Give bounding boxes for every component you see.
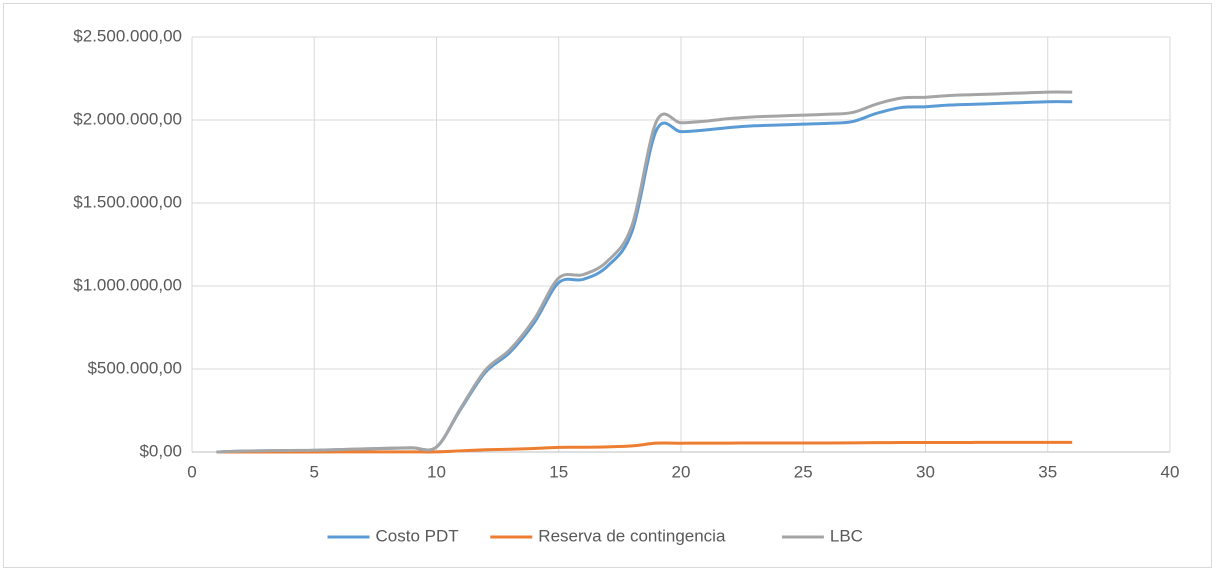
y-tick-label: $2.000.000,00 <box>73 109 182 128</box>
y-tick-label: $0,00 <box>139 441 182 460</box>
x-tick-label: 20 <box>672 462 691 481</box>
y-tick-label: $2.500.000,00 <box>73 26 182 45</box>
x-tick-label: 25 <box>794 462 813 481</box>
line-series <box>216 440 1073 454</box>
x-tick-label: 30 <box>916 462 935 481</box>
x-tick-label: 10 <box>427 462 446 481</box>
legend-label: Costo PDT <box>376 526 459 545</box>
x-tick-label: 5 <box>310 462 319 481</box>
y-tick-label: $1.500.000,00 <box>73 192 182 211</box>
x-tick-label: 35 <box>1038 462 1057 481</box>
y-tick-label: $1.000.000,00 <box>73 275 182 294</box>
x-tick-label: 40 <box>1161 462 1180 481</box>
y-tick-label: $500.000,00 <box>87 358 182 377</box>
legend-label: LBC <box>830 526 863 545</box>
x-tick-label: 0 <box>187 462 196 481</box>
line-series <box>216 90 1073 454</box>
x-tick-label: 15 <box>549 462 568 481</box>
legend-label: Reserva de contingencia <box>538 526 726 545</box>
